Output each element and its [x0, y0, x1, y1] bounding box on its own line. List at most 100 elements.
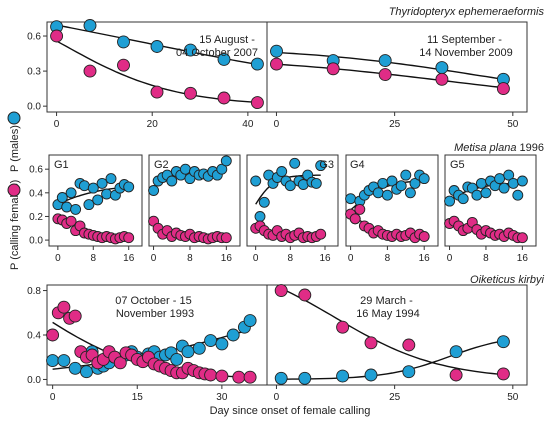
point-males	[215, 337, 229, 351]
point-females	[232, 370, 246, 384]
point-males	[250, 57, 264, 71]
point-males	[503, 169, 515, 181]
point-males	[46, 354, 60, 368]
point-males	[512, 189, 524, 201]
point-males	[184, 43, 197, 57]
x-tick-label: 0	[54, 119, 60, 130]
point-males	[475, 177, 487, 189]
x-tick-label: 40	[242, 119, 254, 130]
point-females	[46, 328, 60, 342]
point-males	[83, 19, 97, 32]
point-females	[117, 58, 130, 72]
panel-title: 15 August - 04 October 2007	[176, 34, 258, 59]
point-males	[65, 187, 77, 199]
point-females	[496, 367, 510, 381]
legend-males-label: P (males)	[9, 125, 21, 172]
point-males	[68, 361, 82, 375]
species-name: Metisa plana	[454, 142, 516, 154]
panel-title-line-1: 11 September -	[427, 34, 502, 46]
point-males	[92, 194, 104, 206]
y-axis-legend-males: P (males)	[9, 125, 21, 172]
point-females	[123, 232, 135, 244]
point-males	[449, 345, 463, 359]
point-males	[123, 181, 135, 193]
point-males	[80, 365, 93, 379]
point-males	[336, 369, 350, 383]
point-females	[113, 356, 127, 370]
y-tick-label: 0.4	[27, 331, 41, 342]
point-males	[57, 354, 71, 368]
panel-title-line-2: 14 November 2009	[419, 47, 513, 59]
y-tick-label: 0.0	[27, 375, 41, 386]
point-males	[480, 187, 492, 199]
point-females	[315, 228, 327, 240]
point-males	[457, 193, 469, 205]
point-males	[298, 371, 312, 385]
point-males	[87, 182, 99, 194]
point-females	[57, 300, 71, 314]
point-males	[61, 201, 73, 213]
point-females	[83, 64, 97, 78]
panel-title-line-1: 15 August -	[199, 34, 255, 46]
point-males	[179, 163, 191, 175]
panel-metisa-g3: 0 8 16 G3	[246, 154, 339, 264]
panel-title-line-1: 29 March -	[360, 295, 413, 307]
x-tick-label: 8	[483, 253, 489, 264]
x-tick-label: 50	[507, 392, 519, 403]
point-females	[65, 215, 77, 227]
point-females	[274, 284, 288, 298]
y-tick-label: 0.6	[27, 32, 41, 43]
point-males	[315, 160, 327, 172]
legend-males-marker	[7, 111, 21, 125]
point-males	[400, 169, 412, 181]
y-axis-legend: P (calling females)	[9, 180, 21, 270]
point-males	[181, 345, 195, 359]
point-males	[418, 173, 430, 185]
point-males	[496, 335, 510, 349]
x-tick-label: 25	[389, 392, 401, 403]
x-tick-label: 8	[385, 253, 391, 264]
point-males	[494, 173, 506, 185]
point-males	[276, 166, 288, 177]
x-tick-label: 8	[187, 253, 193, 264]
x-tick-label: 16	[319, 253, 331, 264]
point-males	[289, 157, 301, 169]
point-males	[170, 352, 184, 366]
point-males	[381, 189, 393, 201]
point-males	[148, 185, 160, 196]
panel-metisa-g1: 0 8 16 0.0 0.2 0.4 0.6 G1	[29, 154, 143, 264]
point-males	[507, 177, 519, 189]
x-tick-label: 50	[507, 119, 519, 130]
point-males	[310, 177, 322, 189]
x-tick-label: 0	[50, 392, 56, 403]
point-males	[471, 189, 483, 201]
y-tick-label: 0.4	[29, 188, 43, 199]
point-females	[326, 62, 340, 76]
x-tick-label: 0	[55, 253, 61, 264]
species-year: 1996	[520, 142, 544, 154]
point-females	[336, 320, 350, 334]
y-tick-label: 0.3	[27, 67, 41, 78]
panel-metisa-g2: 0 8 16 G2	[148, 154, 241, 264]
point-males	[83, 199, 95, 211]
point-females	[220, 232, 232, 244]
point-males	[150, 40, 164, 53]
point-males	[498, 182, 510, 194]
point-females	[435, 72, 449, 86]
panel-oiketicus-1994: 0 25 50 29 March - 16 May 1994	[266, 284, 528, 403]
point-males	[217, 52, 231, 66]
point-males	[270, 44, 283, 58]
panel-title: G4	[350, 159, 365, 171]
panel-metisa-g5: 0 8 16 G5	[444, 154, 537, 264]
panel-thyridopteryx-2009: 0 25 50 11 September - 14 November 2009	[266, 21, 528, 130]
point-males	[386, 175, 398, 187]
point-females	[184, 86, 197, 100]
point-females	[516, 232, 528, 244]
point-females	[270, 57, 283, 71]
point-females	[68, 309, 82, 323]
point-females	[298, 288, 312, 302]
x-tick-label: 30	[216, 392, 228, 403]
point-males	[216, 163, 228, 175]
x-tick-label: 0	[274, 119, 280, 130]
